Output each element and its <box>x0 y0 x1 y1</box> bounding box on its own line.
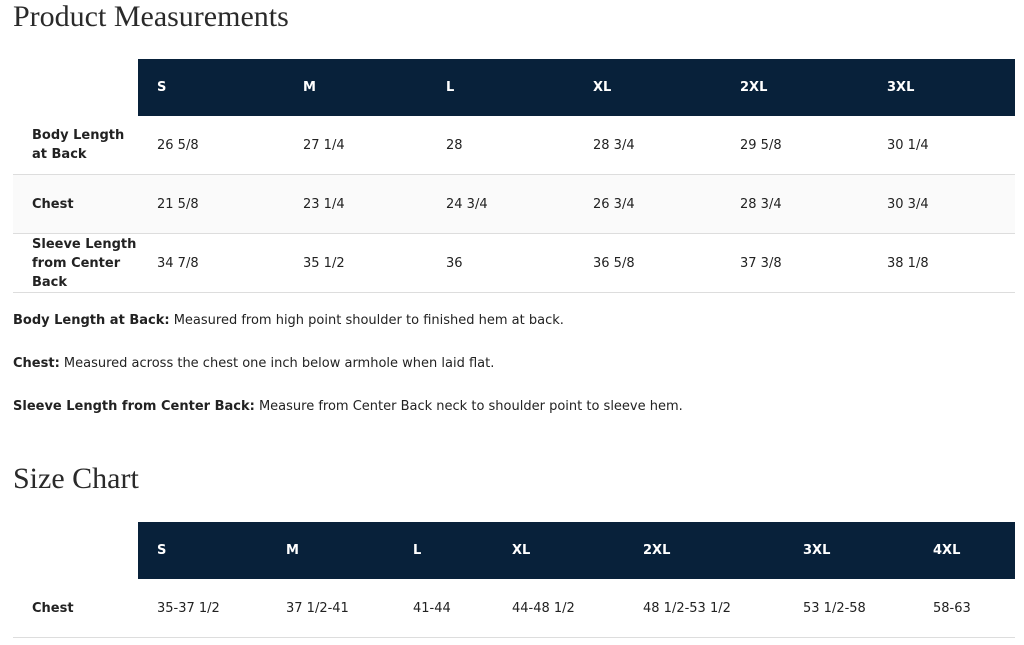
size-header: 2XL <box>721 59 868 116</box>
cell: 44-48 1/2 <box>493 579 624 638</box>
table-row: Sleeve Length from Center Back 34 7/8 35 1… <box>13 233 1015 293</box>
note-term: Body Length at Back: <box>13 313 170 328</box>
note-term: Sleeve Length from Center Back: <box>13 399 255 414</box>
size-header: S <box>138 522 267 579</box>
row-label: Body Length at Back <box>13 116 138 175</box>
cell: 38 1/8 <box>868 233 1015 293</box>
cell: 21 5/8 <box>138 174 284 234</box>
cell: 36 5/8 <box>574 233 721 293</box>
header-row: S M L XL 2XL 3XL 4XL <box>13 522 1015 579</box>
size-header: 3XL <box>784 522 914 579</box>
cell: 26 3/4 <box>574 174 721 234</box>
measurements-table: S M L XL 2XL 3XL Body Length at Back 26 5/8 27 1… <box>13 59 1015 293</box>
note: Sleeve Length from Center Back: Measure … <box>13 399 683 414</box>
table-row: Chest 35-37 1/2 37 1/2-41 41-44 44-48 1/2 48 … <box>13 579 1015 638</box>
cell: 41-44 <box>394 579 493 638</box>
section-title: Product Measurements <box>13 0 289 33</box>
note-text: Measured from high point shoulder to fin… <box>173 313 564 328</box>
note: Body Length at Back: Measured from high … <box>13 313 564 328</box>
table-row: Chest 21 5/8 23 1/4 24 3/4 26 3/4 28 3/4 30 3/… <box>13 174 1015 234</box>
cell: 23 1/4 <box>284 174 427 234</box>
cell: 34 7/8 <box>138 233 284 293</box>
size-header: L <box>394 522 493 579</box>
cell: 26 5/8 <box>138 116 284 175</box>
note: Chest: Measured across the chest one inc… <box>13 356 494 371</box>
cell: 28 3/4 <box>574 116 721 175</box>
row-label: Chest <box>13 174 138 234</box>
row-label: Chest <box>13 579 138 638</box>
size-header: XL <box>493 522 624 579</box>
cell: 30 1/4 <box>868 116 1015 175</box>
cell: 37 1/2-41 <box>267 579 394 638</box>
note-term: Chest: <box>13 356 60 371</box>
cell: 58-63 <box>914 579 1015 638</box>
cell: 30 3/4 <box>868 174 1015 234</box>
note-text: Measure from Center Back neck to shoulde… <box>258 399 683 414</box>
cell: 53 1/2-58 <box>784 579 914 638</box>
cell: 28 3/4 <box>721 174 868 234</box>
section-title: Size Chart <box>13 462 139 495</box>
cell: 48 1/2-53 1/2 <box>624 579 784 638</box>
cell: 35 1/2 <box>284 233 427 293</box>
row-label: Sleeve Length from Center Back <box>13 233 138 293</box>
size-header: 2XL <box>624 522 784 579</box>
size-header: M <box>284 59 427 116</box>
cell: 28 <box>427 116 574 175</box>
size-header: 3XL <box>868 59 1015 116</box>
size-header: M <box>267 522 394 579</box>
size-chart-table: S M L XL 2XL 3XL 4XL Chest 35-37 1/2 37 1/2-41 41-… <box>13 522 1015 638</box>
cell: 35-37 1/2 <box>138 579 267 638</box>
header-blank <box>13 522 138 579</box>
size-header: S <box>138 59 284 116</box>
size-header: XL <box>574 59 721 116</box>
cell: 24 3/4 <box>427 174 574 234</box>
size-header: L <box>427 59 574 116</box>
header-row: S M L XL 2XL 3XL <box>13 59 1015 116</box>
header-blank <box>13 59 138 116</box>
cell: 29 5/8 <box>721 116 868 175</box>
size-header: 4XL <box>914 522 1015 579</box>
cell: 27 1/4 <box>284 116 427 175</box>
cell: 36 <box>427 233 574 293</box>
table-row: Body Length at Back 26 5/8 27 1/4 28 28 3/4 2… <box>13 116 1015 175</box>
cell: 37 3/8 <box>721 233 868 293</box>
note-text: Measured across the chest one inch below… <box>63 356 495 371</box>
